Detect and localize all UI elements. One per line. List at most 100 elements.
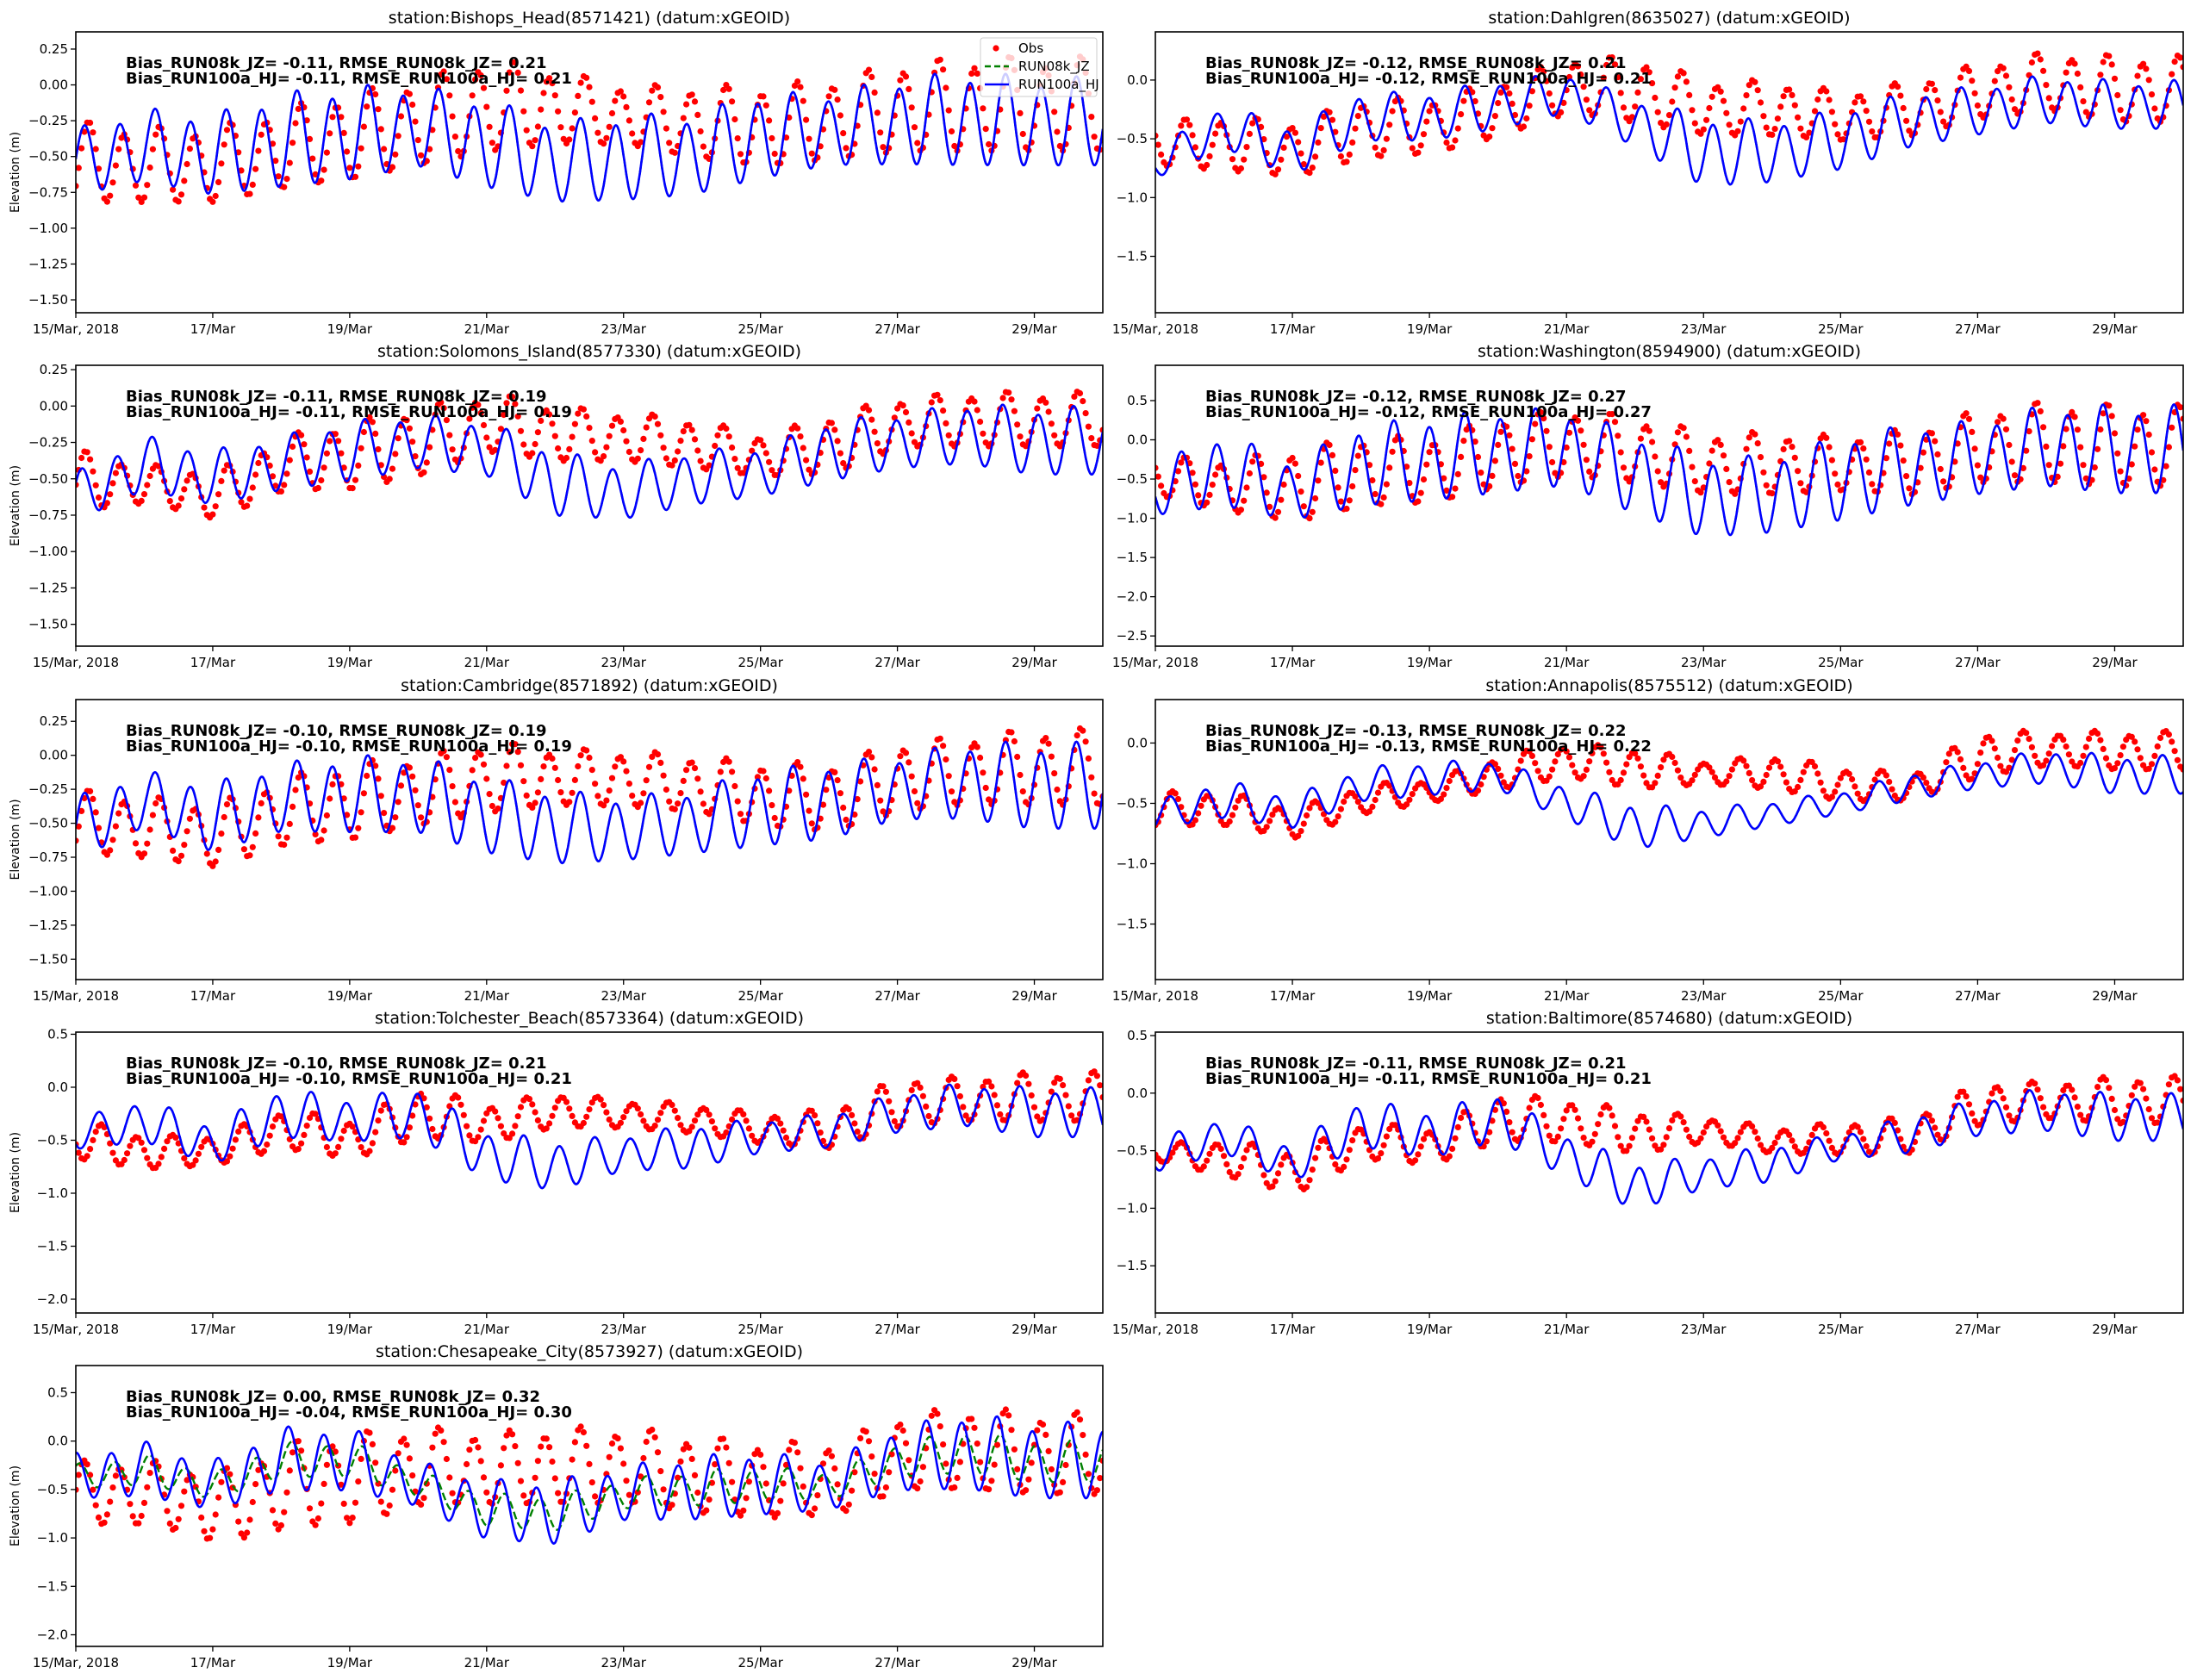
obs-point (298, 432, 305, 439)
obs-point (440, 1439, 447, 1446)
obs-point (643, 1438, 650, 1446)
obs-point (1298, 150, 1304, 157)
y-tick-label: −0.50 (28, 149, 68, 165)
x-tick-label: 25/Mar (1818, 655, 1864, 670)
obs-point (712, 1461, 719, 1468)
obs-point (358, 145, 364, 152)
obs-point (2011, 747, 2019, 754)
y-tick-label: −0.25 (28, 435, 68, 451)
obs-point (825, 93, 832, 100)
obs-point (272, 482, 279, 489)
obs-point (1583, 96, 1590, 103)
obs-point (232, 1136, 239, 1143)
obs-point (1011, 408, 1018, 414)
obs-point (2119, 1118, 2126, 1125)
obs-point (583, 747, 590, 754)
obs-point (1777, 103, 1784, 110)
obs-point (1572, 1106, 1578, 1113)
obs-point (1720, 97, 1727, 104)
obs-point (495, 805, 501, 812)
obs-point (1560, 99, 1567, 106)
obs-point (1241, 497, 1248, 504)
x-tick-label: 17/Mar (190, 1655, 236, 1671)
obs-point (469, 767, 476, 774)
obs-point (1771, 1139, 1778, 1147)
obs-point (264, 1141, 271, 1148)
obs-point (172, 1524, 179, 1532)
obs-point (2082, 109, 2089, 115)
obs-point (555, 445, 562, 452)
obs-point (1204, 1157, 1211, 1164)
obs-point (1552, 1138, 1559, 1145)
obs-point (1289, 454, 1296, 462)
obs-point (586, 1106, 593, 1113)
obs-point (1237, 1163, 1244, 1171)
obs-point (1863, 1142, 1870, 1150)
obs-point (808, 150, 815, 157)
obs-point (1680, 425, 1687, 432)
obs-point (1928, 430, 1935, 437)
obs-point (2137, 1080, 2144, 1086)
obs-point (338, 450, 345, 457)
obs-point (103, 851, 110, 858)
obs-point (800, 775, 806, 782)
obs-point (2143, 1095, 2150, 1102)
obs-point (2171, 748, 2178, 755)
obs-point (891, 1117, 898, 1125)
obs-point (1458, 453, 1465, 461)
obs-point (1014, 753, 1021, 761)
stats-annotation-run08k: Bias_RUN08k_JZ= -0.11, RMSE_RUN08k_JZ= 0… (126, 388, 547, 406)
obs-point (840, 460, 847, 467)
obs-point (1267, 503, 1273, 510)
obs-point (2151, 752, 2158, 760)
obs-point (894, 405, 901, 412)
obs-point (814, 1120, 821, 1127)
obs-point (472, 1436, 479, 1444)
obs-point (1980, 740, 1987, 747)
obs-point (551, 764, 558, 771)
obs-point (215, 1494, 222, 1501)
y-tick-label: −1.25 (28, 918, 68, 933)
obs-point (1708, 768, 1715, 775)
obs-point (215, 491, 222, 498)
obs-point (218, 1478, 225, 1485)
obs-point (1088, 114, 1095, 121)
obs-point (446, 432, 453, 439)
obs-point (512, 741, 519, 748)
obs-point (925, 1112, 932, 1120)
obs-point (543, 1125, 550, 1132)
obs-point (1212, 471, 1219, 478)
obs-point (1546, 444, 1553, 451)
obs-point (2114, 760, 2121, 767)
obs-point (874, 1088, 881, 1095)
obs-point (2134, 746, 2141, 753)
obs-point (1500, 1100, 1507, 1107)
obs-point (865, 1438, 873, 1445)
obs-point (1472, 438, 1478, 445)
obs-point (694, 447, 701, 454)
obs-point (127, 1501, 134, 1508)
obs-point (588, 1479, 595, 1486)
obs-point (546, 1120, 553, 1127)
chart-panel: station:Annapolis(8575512) (datum:xGEOID… (1112, 676, 2184, 1004)
x-tick-label: 19/Mar (327, 1655, 373, 1671)
run100a-hj-line (76, 1083, 1103, 1190)
obs-point (740, 470, 747, 476)
chart-panel: station:Dahlgren(8635027) (datum:xGEOID)… (1112, 9, 2184, 337)
obs-point (745, 1125, 753, 1132)
obs-point (986, 140, 993, 148)
y-tick-label: 0.25 (40, 362, 68, 377)
obs-point (563, 454, 570, 462)
obs-point (1746, 434, 1752, 441)
obs-point (1823, 434, 1830, 441)
obs-point (1403, 464, 1410, 470)
obs-point (215, 846, 222, 854)
obs-point (663, 786, 670, 793)
obs-point (1449, 1145, 1456, 1152)
obs-point (355, 462, 362, 470)
x-tick-label: 15/Mar, 2018 (1112, 321, 1198, 337)
obs-point (725, 758, 732, 765)
obs-point (843, 1508, 850, 1515)
obs-point (1030, 1104, 1038, 1111)
obs-point (2180, 64, 2183, 71)
